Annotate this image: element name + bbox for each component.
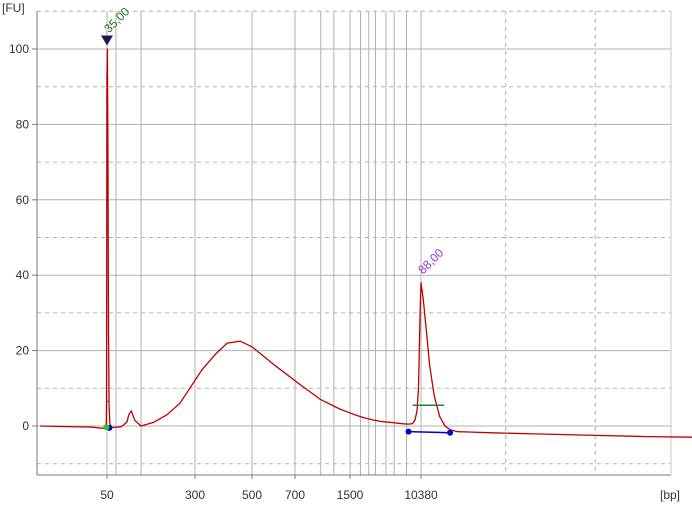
- plot-background: [37, 11, 671, 475]
- start-point: [103, 424, 110, 431]
- x-tick-label: 500: [242, 488, 262, 502]
- tick-layer: 0 20 40 60 80 100 50 300 500 700 1500 10380: [9, 42, 438, 502]
- lower-marker-triangle: [101, 35, 113, 46]
- x-tick-label: 700: [285, 488, 305, 502]
- y-tick-label: 20: [16, 344, 30, 358]
- x-tick-label: 10380: [404, 488, 438, 502]
- y-tick-label: 80: [16, 117, 30, 131]
- y-tick-label: 100: [9, 42, 29, 56]
- baseline-point: [447, 429, 454, 436]
- y-axis-unit-label: [FU]: [2, 1, 25, 15]
- y-tick-label: 0: [22, 419, 29, 433]
- y-tick-label: 60: [16, 193, 30, 207]
- x-tick-label: 1500: [337, 488, 364, 502]
- series-trace-line: [39, 48, 692, 438]
- baseline-point: [405, 428, 412, 435]
- axis-layer: [36, 11, 672, 476]
- x-axis-unit-label: [bp]: [660, 488, 680, 502]
- trace-layer: [39, 48, 692, 438]
- y-tick-label: 40: [16, 268, 30, 282]
- peak-baseline: [408, 430, 451, 434]
- x-tick-label: 50: [100, 488, 114, 502]
- x-tick-label: 300: [185, 488, 205, 502]
